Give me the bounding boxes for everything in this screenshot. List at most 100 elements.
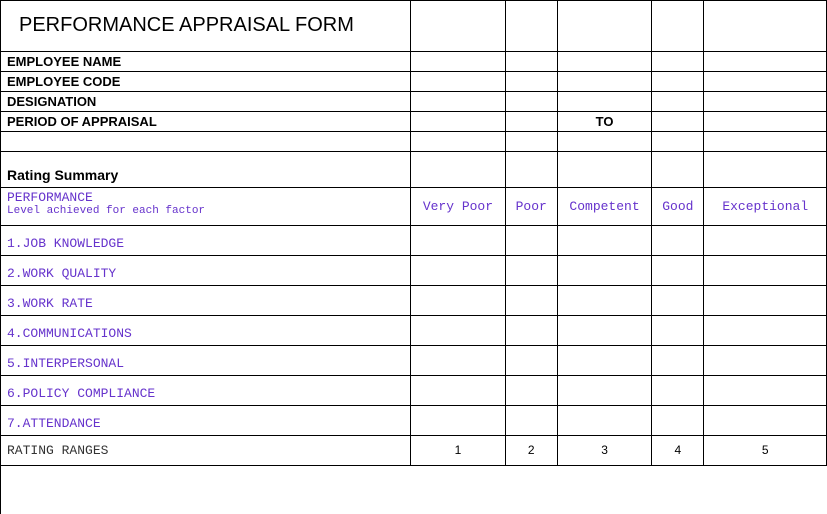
col-good: Good [652,187,704,225]
rating-cell[interactable] [652,285,704,315]
label-rating-ranges: RATING RANGES [1,435,411,465]
row-employee-name: EMPLOYEE NAME [1,51,827,71]
col-poor: Poor [505,187,557,225]
cell-empty [505,71,557,91]
rating-cell[interactable] [505,315,557,345]
rating-cell[interactable] [652,225,704,255]
label-designation: DESIGNATION [1,91,411,111]
cell-empty [557,91,651,111]
cell-empty [652,91,704,111]
label-rating-summary: Rating Summary [1,151,411,187]
label-policy-compliance: 6.POLICY COMPLIANCE [1,375,411,405]
label-interpersonal: 5.INTERPERSONAL [1,345,411,375]
col-exceptional: Exceptional [704,187,827,225]
cell-empty [505,1,557,51]
cell-empty [704,71,827,91]
row-factor-6: 6.POLICY COMPLIANCE [1,375,827,405]
rating-cell[interactable] [505,405,557,435]
cell-empty [557,51,651,71]
rating-cell[interactable] [704,405,827,435]
rating-cell[interactable] [652,255,704,285]
rating-cell[interactable] [411,375,505,405]
label-work-rate: 3.WORK RATE [1,285,411,315]
range-5: 5 [704,435,827,465]
cell-empty [411,1,505,51]
range-1: 1 [411,435,505,465]
col-very-poor: Very Poor [411,187,505,225]
rating-cell[interactable] [411,345,505,375]
cell-empty [557,1,651,51]
rating-cell[interactable] [652,315,704,345]
row-factor-1: 1.JOB KNOWLEDGE [1,225,827,255]
cell-empty [652,51,704,71]
rating-cell[interactable] [652,345,704,375]
rating-cell[interactable] [557,285,651,315]
rating-cell[interactable] [704,285,827,315]
rating-cell[interactable] [411,285,505,315]
rating-cell[interactable] [505,225,557,255]
cell-empty [652,1,704,51]
cell-empty [557,71,651,91]
input-employee-code[interactable] [411,71,505,91]
range-4: 4 [652,435,704,465]
rating-cell[interactable] [505,375,557,405]
label-performance-header: PERFORMANCE Level achieved for each fact… [1,187,411,225]
rating-cell[interactable] [704,375,827,405]
input-employee-name[interactable] [411,51,505,71]
cell-empty [704,91,827,111]
rating-cell[interactable] [557,255,651,285]
form-title: PERFORMANCE APPRAISAL FORM [1,1,411,51]
rating-cell[interactable] [505,345,557,375]
input-designation[interactable] [411,91,505,111]
rating-cell[interactable] [411,315,505,345]
rating-cell[interactable] [411,405,505,435]
rating-cell[interactable] [652,405,704,435]
rating-cell[interactable] [557,225,651,255]
range-3: 3 [557,435,651,465]
cell-empty [505,91,557,111]
perf-subtitle: Level achieved for each factor [7,205,404,217]
cell-empty [652,71,704,91]
rating-cell[interactable] [557,375,651,405]
cell-empty [704,51,827,71]
rating-cell[interactable] [704,255,827,285]
title-row: PERFORMANCE APPRAISAL FORM [1,1,827,51]
rating-cell[interactable] [557,315,651,345]
rating-cell[interactable] [704,345,827,375]
range-2: 2 [505,435,557,465]
rating-cell[interactable] [704,225,827,255]
rating-cell[interactable] [557,345,651,375]
label-employee-code: EMPLOYEE CODE [1,71,411,91]
rating-cell[interactable] [505,285,557,315]
label-communications: 4.COMMUNICATIONS [1,315,411,345]
rating-cell[interactable] [704,315,827,345]
col-competent: Competent [557,187,651,225]
label-employee-name: EMPLOYEE NAME [1,51,411,71]
rating-cell[interactable] [411,225,505,255]
perf-title: PERFORMANCE [7,190,404,205]
cell-empty [505,51,557,71]
row-rating-ranges: RATING RANGES 1 2 3 4 5 [1,435,827,465]
label-period-to: TO [557,111,651,131]
row-performance-header: PERFORMANCE Level achieved for each fact… [1,187,827,225]
row-factor-4: 4.COMMUNICATIONS [1,315,827,345]
row-period: PERIOD OF APPRAISAL TO [1,111,827,131]
row-factor-5: 5.INTERPERSONAL [1,345,827,375]
label-job-knowledge: 1.JOB KNOWLEDGE [1,225,411,255]
rating-cell[interactable] [505,255,557,285]
label-period: PERIOD OF APPRAISAL [1,111,411,131]
row-factor-3: 3.WORK RATE [1,285,827,315]
label-work-quality: 2.WORK QUALITY [1,255,411,285]
form-container: PERFORMANCE APPRAISAL FORM EMPLOYEE NAME… [0,0,827,514]
row-summary-header: Rating Summary [1,151,827,187]
cell-empty [505,111,557,131]
cell-empty [704,111,827,131]
rating-cell[interactable] [411,255,505,285]
input-period-from[interactable] [411,111,505,131]
row-designation: DESIGNATION [1,91,827,111]
row-factor-2: 2.WORK QUALITY [1,255,827,285]
rating-cell[interactable] [652,375,704,405]
row-employee-code: EMPLOYEE CODE [1,71,827,91]
rating-cell[interactable] [557,405,651,435]
input-period-to[interactable] [652,111,704,131]
